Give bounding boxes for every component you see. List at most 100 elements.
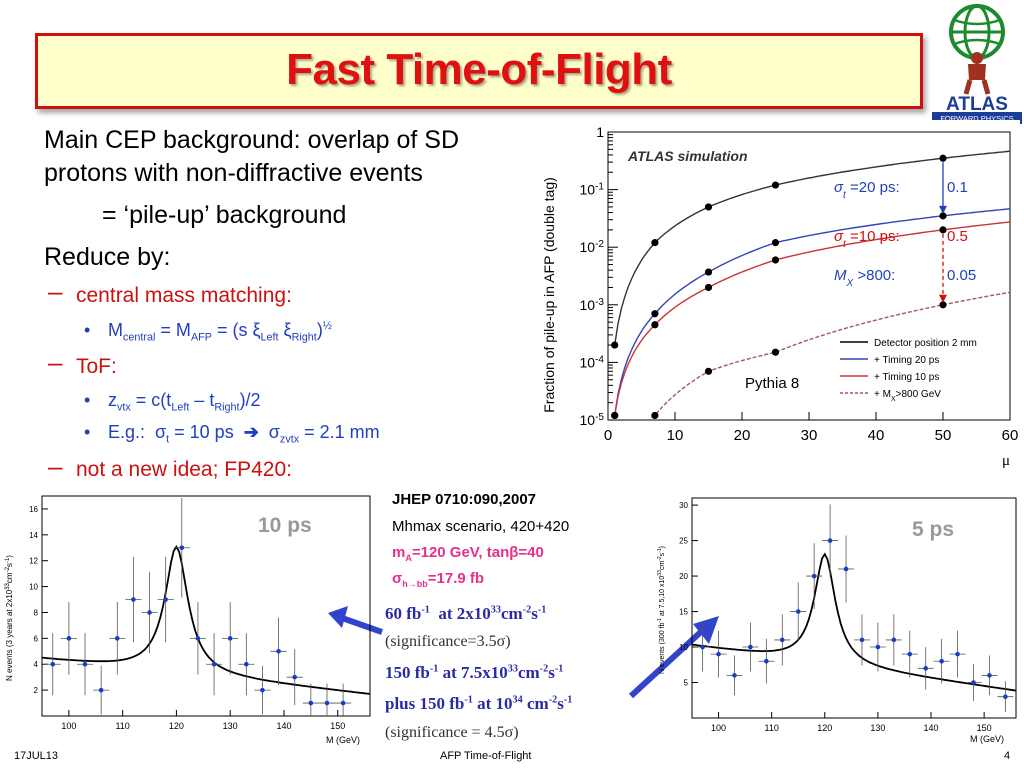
data-point [923, 666, 929, 671]
footer-date: 17JUL13 [14, 750, 59, 762]
right-y-axis-label: N events (300 fb-1 at 7.5,10 x1033cm-2s-… [657, 546, 666, 674]
value-mx-800: 0.05 [947, 267, 976, 284]
lumi-3: plus 150 fb-1 at 1034 cm-2s-1 [385, 694, 573, 713]
data-point [163, 597, 168, 602]
y-tick-label: 25 [679, 537, 688, 546]
dash-1: – [48, 276, 63, 306]
data-point [260, 687, 265, 693]
data-point [147, 610, 152, 615]
scenario: Mhmax scenario, 420+420 [392, 518, 570, 535]
data-point [779, 637, 785, 643]
plot-frame [691, 497, 1017, 719]
data-point [939, 154, 947, 162]
data-point [795, 609, 801, 614]
data-point [732, 673, 737, 678]
data-point [98, 687, 104, 693]
x-tick-label: 100 [61, 721, 76, 731]
data-point [955, 651, 960, 657]
page-number: 4 [1004, 750, 1011, 762]
y-axis-label: Fraction of pile-up in AFP (double tag) [541, 177, 557, 413]
item-tof: ToF: [76, 355, 117, 378]
x-tick-label: 30 [801, 427, 818, 444]
data-point [748, 644, 753, 650]
x-tick-label: 120 [817, 723, 832, 733]
data-point [939, 226, 947, 234]
right-histogram: 100 110 120 130 140 150 5 10 15 20 25 30 5 ps N eve… [657, 497, 1017, 744]
label-sigma-10: σt =10 ps: [834, 228, 900, 250]
y-tick-label: 10 [29, 583, 38, 592]
lumi-1: 60 fb-1 at 2x1033cm-2s-1 [385, 604, 547, 623]
data-point [651, 239, 659, 247]
data-point [827, 538, 833, 543]
data-point [195, 636, 201, 641]
formula-zvtx: zvtx = c(tLeft – tRight)/2 [108, 390, 261, 414]
data-point [764, 658, 769, 664]
data-point [811, 573, 817, 579]
data-point [50, 661, 56, 667]
left-histogram: 100 110 120 130 140 150 2 4 6 8 10 12 14 16 10 ps N e… [5, 495, 371, 745]
page-title: Fast Time-of-Flight [286, 45, 672, 94]
x-tick-label: 130 [870, 723, 885, 733]
x-tick-label: 140 [924, 723, 939, 733]
data-point [907, 651, 913, 657]
svg-text:FORWARD PHYSICS: FORWARD PHYSICS [940, 114, 1013, 123]
data-point [651, 310, 659, 318]
x-tick-label: 110 [764, 723, 778, 733]
bullet-dot-1: • [84, 320, 91, 340]
data-point [771, 239, 780, 247]
y-tick-label: 16 [29, 505, 38, 514]
data-point [66, 636, 72, 641]
arrow-up-right-icon [628, 616, 719, 699]
data-point [179, 545, 185, 551]
title-box: Fast Time-of-Flight [35, 33, 923, 109]
data-point [716, 651, 721, 657]
x-tick-label: 150 [330, 721, 345, 731]
dash-3: – [48, 451, 63, 481]
y-tick-label: 4 [34, 660, 39, 669]
data-point [227, 636, 233, 641]
x-tick-label: 110 [115, 721, 129, 731]
left-y-axis-label: N events (3 years at 2x1033cm-2s-1) [5, 555, 14, 681]
mass-label: mA=120 GeV, tanβ=40 [392, 544, 544, 563]
bullet-dot-3: • [84, 422, 91, 442]
y-tick-label: 1 [596, 124, 604, 140]
data-point [891, 637, 897, 643]
x-tick-label: 40 [868, 427, 885, 444]
arrow-head-20ps [939, 205, 947, 214]
y-tick-label: 20 [679, 572, 688, 581]
fit-curve [41, 545, 371, 695]
y-tick-label: 2 [34, 686, 39, 695]
data-point [987, 673, 992, 678]
body-line-3: = ‘pile-up’ background [102, 201, 347, 229]
significance-2: (significance = 4.5σ) [385, 724, 519, 741]
data-point [704, 268, 713, 276]
data-point [340, 700, 346, 706]
data-point [276, 648, 281, 654]
significance-1: (significance=3.5σ) [385, 633, 511, 650]
item-fp420: not a new idea; FP420: [76, 458, 292, 481]
hist-label-10ps: 10 ps [258, 514, 312, 537]
fit-curve [691, 552, 1017, 692]
data-point [114, 636, 120, 641]
data-point [859, 637, 865, 643]
reference: JHEP 0710:090,2007 [392, 491, 537, 508]
x-tick-label: 150 [977, 723, 992, 733]
data-point [292, 674, 298, 680]
data-point [939, 212, 947, 220]
x-tick-label: 20 [734, 427, 751, 444]
x-tick-label: 10 [667, 427, 684, 444]
footer-title: AFP Time-of-Flight [440, 750, 532, 762]
data-point [771, 256, 780, 264]
plot-frame [41, 495, 371, 717]
data-point [971, 680, 976, 685]
data-point [131, 597, 136, 602]
y-tick-label: 30 [679, 501, 688, 510]
data-point [611, 341, 619, 349]
sigma-label: σh→bb=17.9 fb [392, 570, 485, 589]
lumi-2: 150 fb-1 at 7.5x1033cm-2s-1 [385, 663, 564, 682]
legend-label-4: + MX>800 GeV [874, 389, 941, 403]
atlas-simulation-label: ATLAS simulation [627, 148, 748, 164]
y-tick-label: 5 [684, 679, 689, 688]
legend: Detector position 2 mm + Timing 20 ps + … [840, 338, 977, 403]
